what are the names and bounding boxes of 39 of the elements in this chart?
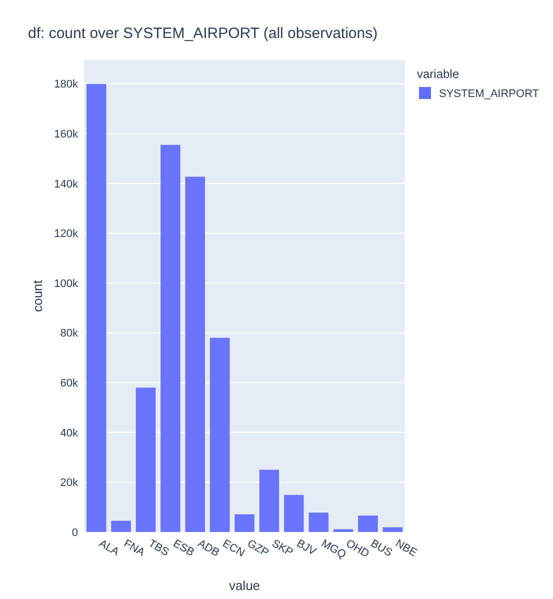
- bar: [382, 527, 403, 532]
- bar: [160, 144, 180, 532]
- y-tick-label: 40k: [60, 427, 78, 440]
- legend-label: SYSTEM_AIRPORT: [439, 88, 540, 100]
- bar: [358, 516, 378, 532]
- y-tick-label: 120k: [54, 228, 78, 240]
- x-tick-label: ALA: [96, 538, 122, 559]
- x-tick-label: GZP: [245, 538, 271, 560]
- bar: [210, 338, 230, 532]
- bar: [86, 84, 106, 532]
- x-tick-label: SKP: [270, 538, 295, 559]
- bar: [308, 512, 328, 532]
- bar: [284, 494, 304, 532]
- x-tick-label: BJV: [294, 538, 319, 558]
- bar: [333, 529, 354, 532]
- x-tick-label: ESB: [171, 538, 196, 559]
- x-tick-label: ECN: [220, 538, 247, 560]
- bar: [259, 470, 280, 532]
- y-tick-label: 60k: [60, 377, 78, 390]
- bar: [234, 514, 254, 532]
- y-tick-label: 140k: [54, 178, 78, 190]
- y-tick-label: 0: [72, 526, 78, 539]
- legend-title: variable: [417, 67, 460, 81]
- y-tick-label: 180k: [54, 78, 78, 91]
- bar: [136, 388, 156, 532]
- y-tick-label: 80k: [60, 328, 78, 340]
- x-axis-title: value: [228, 578, 260, 593]
- bar: [111, 520, 131, 532]
- x-tick-label: NBE: [393, 538, 419, 560]
- x-tick-label: BUS: [368, 538, 394, 560]
- x-tick-label: TBS: [146, 538, 171, 559]
- bar: [185, 176, 205, 532]
- chart-title: df: count over SYSTEM_AIRPORT (all observations): [28, 25, 378, 42]
- x-tick-label: FNA: [122, 538, 148, 560]
- x-tick-label: ADB: [196, 538, 222, 560]
- y-tick-label: 160k: [54, 128, 78, 141]
- y-tick-label: 20k: [60, 477, 78, 490]
- y-axis-title: count: [30, 280, 45, 312]
- y-tick-label: 100k: [54, 278, 78, 290]
